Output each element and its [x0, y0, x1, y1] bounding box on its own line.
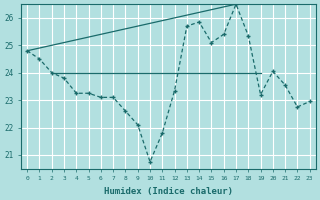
X-axis label: Humidex (Indice chaleur): Humidex (Indice chaleur) [104, 187, 233, 196]
